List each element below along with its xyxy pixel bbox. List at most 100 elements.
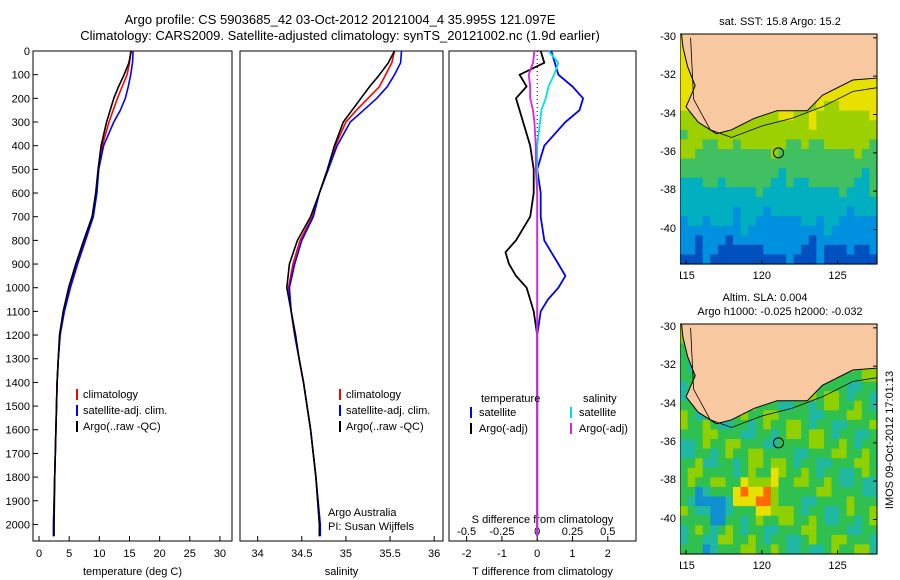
map-cell (816, 544, 825, 555)
map-cell (786, 496, 795, 507)
sla-map-frame (680, 323, 878, 555)
map-cell (786, 254, 795, 265)
ytick-label: 1900 (6, 496, 30, 508)
map-cell (801, 129, 810, 140)
map-cell (861, 149, 870, 160)
map-cell (778, 458, 787, 469)
map-cell (824, 120, 833, 131)
map-cell (763, 235, 772, 246)
map-cell (854, 91, 863, 102)
map-cell (816, 429, 825, 440)
map-cell (839, 419, 848, 430)
x2tick-label: -0.5 (457, 526, 476, 538)
ytick-label: 1700 (6, 448, 30, 460)
map-cell (808, 158, 817, 169)
map-cell (763, 158, 772, 169)
map-cell (687, 158, 696, 169)
map-cell (824, 196, 833, 208)
map-cell (740, 120, 749, 131)
map-cell (755, 129, 764, 140)
map-cell (801, 110, 810, 121)
map-cell (740, 525, 749, 536)
map-cell (725, 158, 734, 169)
map-cell (687, 139, 696, 150)
map-cell (680, 91, 689, 102)
map-cell (680, 477, 689, 488)
map-cell (763, 149, 772, 160)
map-cell (763, 187, 772, 198)
map-cell (786, 158, 795, 169)
map-cell (680, 244, 689, 255)
map-cell (740, 168, 749, 179)
map-cell (695, 429, 704, 440)
map-cell (755, 187, 764, 198)
map-cell (861, 158, 870, 169)
map-cell (717, 419, 727, 430)
map-cell (710, 534, 719, 545)
map-cell (786, 139, 795, 150)
ytick-label: 0 (24, 46, 30, 58)
map-cell (793, 235, 802, 246)
map-cell (786, 419, 795, 430)
map-cell (733, 187, 742, 198)
map-cell (748, 254, 757, 265)
map-cell (748, 439, 757, 450)
map-cell (846, 544, 855, 555)
map-cell (861, 477, 870, 488)
map-cell (680, 381, 689, 392)
map-cell (680, 81, 689, 93)
map-cell (748, 129, 757, 140)
lat-tick-label: -30 (660, 30, 676, 43)
x2-axis-label: S difference from climatology (472, 514, 614, 526)
map-cell (717, 177, 727, 188)
map-cell (755, 158, 764, 169)
map-cell (854, 439, 863, 450)
map-cell (839, 254, 848, 265)
map-cell (770, 225, 780, 236)
map-cell (680, 177, 689, 188)
map-cell (770, 187, 780, 198)
map-cell (755, 486, 764, 498)
map-cell (763, 139, 772, 150)
map-cell (869, 216, 878, 227)
map-cell (748, 486, 757, 498)
plot-frame-0 (32, 50, 233, 542)
sst-map (680, 33, 878, 265)
title-line-2: Climatology: CARS2009. Satellite-adjuste… (80, 28, 600, 43)
map-cell (748, 429, 757, 440)
map-cell (816, 196, 825, 208)
map-cell (725, 496, 734, 507)
map-cell (861, 91, 870, 102)
map-cell (861, 120, 870, 131)
lon-tick-label: 125 (828, 270, 846, 282)
map-cell (808, 168, 817, 179)
argo-location-marker (773, 147, 784, 159)
map-cell (793, 177, 802, 188)
map-cell (846, 187, 855, 198)
map-cell (801, 544, 810, 555)
map-cell (831, 439, 840, 450)
map-cell (755, 544, 764, 555)
map-cell (869, 168, 878, 179)
map-cell (778, 477, 787, 488)
map-cell (869, 196, 878, 208)
map-cell (854, 196, 863, 208)
map-cell (695, 244, 704, 255)
map-cell (733, 506, 742, 517)
map-cell (748, 139, 757, 150)
map-cell (831, 419, 840, 430)
map-cell (869, 91, 878, 102)
map-cell (861, 486, 870, 498)
map-cell (695, 235, 704, 246)
map-cell (755, 216, 764, 227)
xtick-label: 25 (184, 548, 196, 560)
map-cell (816, 254, 825, 265)
map-cell (695, 120, 704, 131)
map-cell (680, 458, 689, 469)
map-cell (824, 129, 833, 140)
map-cell (770, 496, 780, 507)
map-cell (702, 448, 711, 459)
map-cell (710, 196, 719, 208)
map-cell (680, 129, 689, 140)
map-cell (702, 149, 711, 160)
